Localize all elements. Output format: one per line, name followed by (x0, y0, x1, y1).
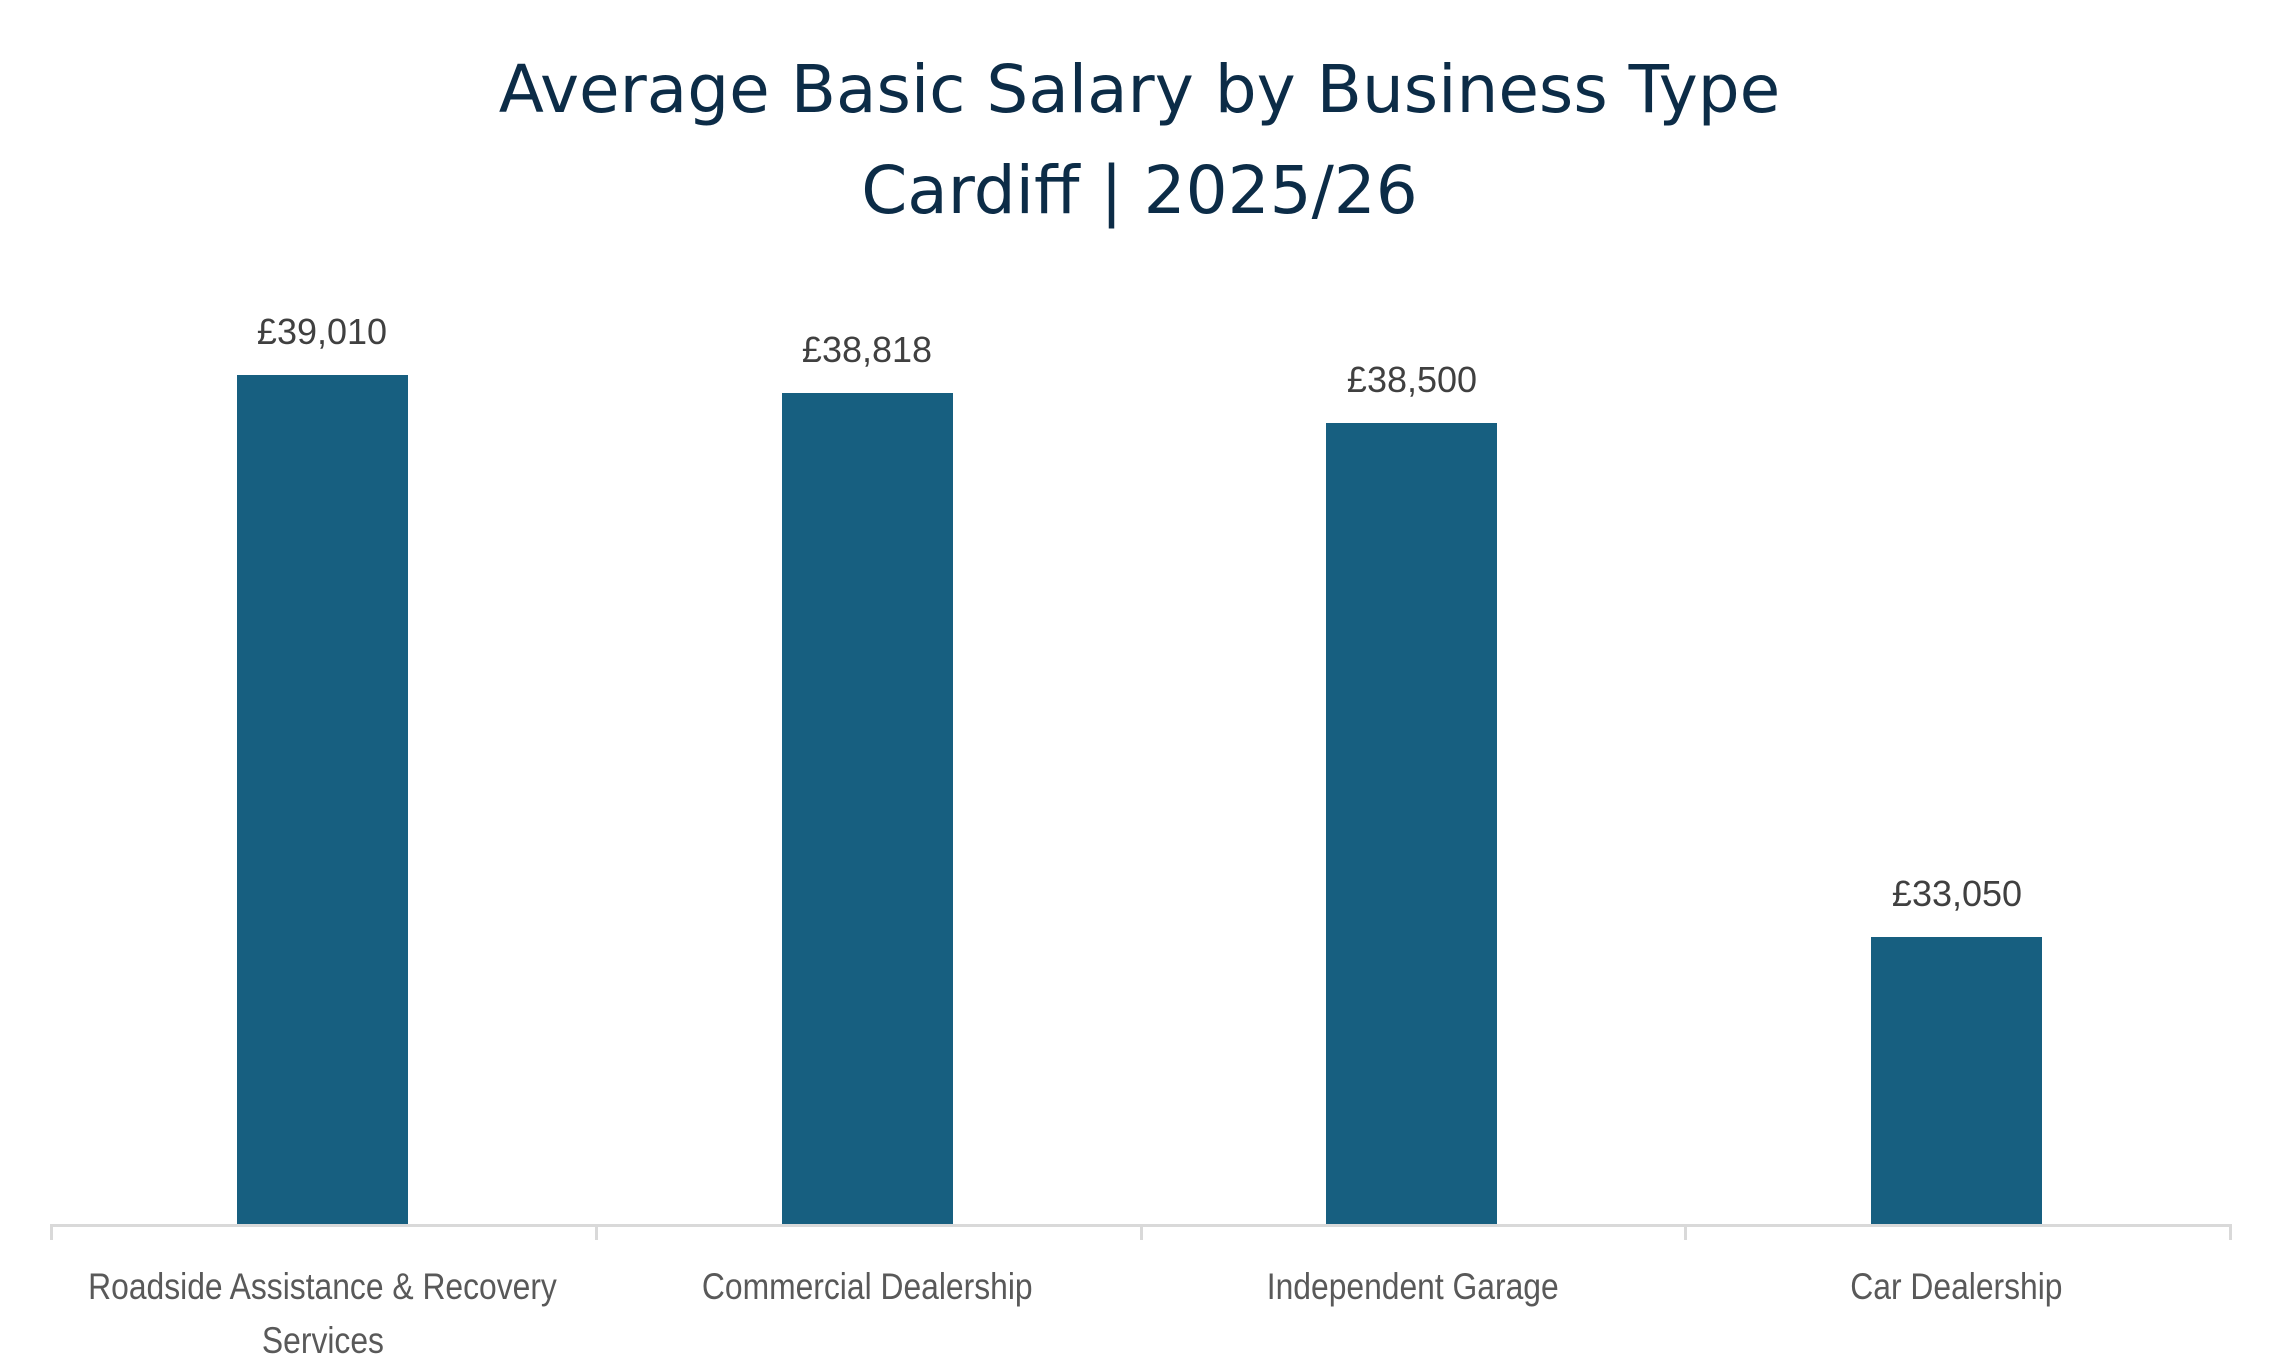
x-axis-tick (2229, 1226, 2232, 1240)
x-axis-line (50, 1224, 2232, 1227)
x-axis-tick (1140, 1226, 1143, 1240)
category-label-line: Commercial Dealership (702, 1266, 1033, 1307)
x-axis-tick (50, 1226, 53, 1240)
category-label: Independent Garage (1100, 1260, 1725, 1314)
category-label: Car Dealership (1644, 1260, 2269, 1314)
data-label: £38,500 (1346, 359, 1478, 400)
bar (1871, 937, 2042, 1224)
category-label: Commercial Dealership (555, 1260, 1180, 1314)
data-label: £33,050 (1891, 873, 2023, 914)
data-label: £38,818 (801, 329, 933, 370)
bar (782, 393, 953, 1224)
category-label: Roadside Assistance & Recovery Services (10, 1260, 635, 1367)
x-axis-tick (1684, 1226, 1687, 1240)
bar (1326, 423, 1497, 1224)
chart-subtitle: Cardiff | 2025/26 (861, 152, 1418, 229)
category-label-line: Roadside Assistance & Recovery (88, 1266, 557, 1307)
bar (237, 375, 408, 1224)
category-label-line: Services (261, 1320, 384, 1361)
chart-title: Average Basic Salary by Business Type (498, 51, 1781, 128)
data-label: £39,010 (256, 311, 388, 352)
category-label-line: Independent Garage (1266, 1266, 1559, 1307)
x-axis-tick (595, 1226, 598, 1240)
category-label-line: Car Dealership (1850, 1266, 2063, 1307)
